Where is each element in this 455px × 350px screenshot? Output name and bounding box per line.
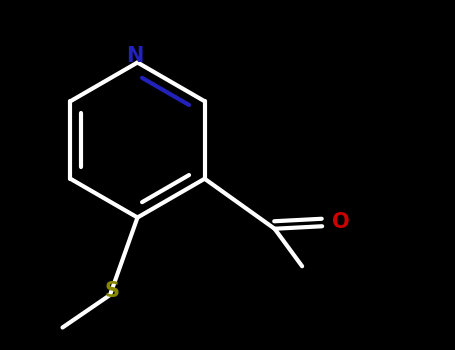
Text: O: O [332,212,350,232]
Text: N: N [126,47,144,66]
Text: S: S [105,281,120,301]
